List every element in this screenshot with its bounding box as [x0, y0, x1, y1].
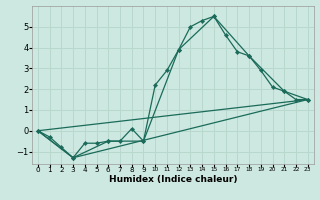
X-axis label: Humidex (Indice chaleur): Humidex (Indice chaleur) [108, 175, 237, 184]
